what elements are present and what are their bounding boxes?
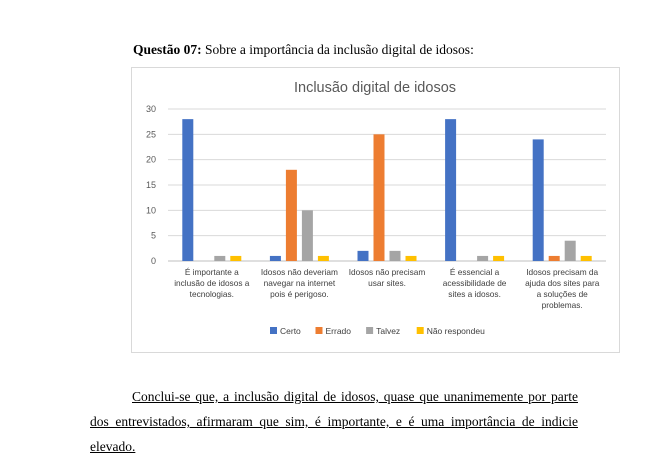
x-category-label: Idosos não deveriam navegar na internet po… (261, 267, 338, 299)
y-tick-label: 0 (151, 256, 156, 266)
legend-label: Errado (326, 326, 352, 336)
bar-certo (182, 119, 194, 261)
y-tick-label: 30 (146, 104, 156, 114)
bar-certo (445, 119, 457, 261)
bar-certo (532, 139, 544, 261)
x-category-label: Idosos não precisam usar sites. (349, 267, 426, 288)
bar-talvez (564, 240, 576, 261)
bar-errado (285, 169, 297, 261)
conclusion-text: Conclui-se que, a inclusão digital de id… (90, 389, 578, 454)
bar-n-o-respondeu (405, 255, 417, 261)
y-axis-ticks: 0 5 10 15 20 25 30 (146, 104, 156, 266)
bar-certo (357, 250, 369, 261)
legend-swatch (416, 327, 424, 334)
bar-n-o-respondeu (317, 255, 329, 261)
x-category-label: É importante a inclusão de idosos a tecnol… (174, 267, 250, 299)
bar-n-o-respondeu (493, 255, 505, 261)
legend-swatch (366, 327, 374, 334)
bar-chart: Inclusão digital de idosos 051015202530 … (146, 80, 606, 336)
legend-label: Talvez (376, 326, 400, 336)
y-tick-label: 10 (146, 205, 156, 215)
question-heading: Questão 07: Sobre a importância da inclu… (133, 42, 474, 58)
grid-lines (168, 108, 606, 262)
bar-talvez (301, 210, 313, 261)
y-tick-label: 15 (146, 180, 156, 190)
chart-container: Inclusão digital de idosos 0 5 10 15 20 25 30 … (131, 67, 620, 353)
bar-n-o-respondeu (230, 255, 242, 261)
chart-title: Inclusão digital de idosos (294, 80, 456, 96)
bar-n-o-respondeu (580, 255, 592, 261)
legend-swatch (315, 327, 323, 334)
bar-talvez (477, 255, 489, 261)
legend-label: Certo (280, 326, 301, 336)
question-number: Questão 07: (133, 42, 202, 57)
bars (182, 119, 592, 261)
bar-errado (548, 255, 560, 261)
legend-label: Não respondeu (427, 326, 485, 336)
bar-talvez (389, 250, 401, 261)
conclusion-paragraph: Conclui-se que, a inclusão digital de id… (90, 384, 578, 459)
y-tick-label: 20 (146, 155, 156, 165)
legend-swatch (270, 327, 277, 334)
x-category-label: É essencial a acessibilidade de sites a id… (443, 267, 507, 299)
x-axis-labels: É importante a inclusão de idosos a tecnol… (174, 267, 600, 310)
bar-certo (269, 255, 281, 261)
y-tick-label: 5 (151, 231, 156, 241)
question-text: Sobre a importância da inclusão digital … (205, 42, 474, 57)
bar-errado (373, 134, 385, 261)
legend: Certo Errado Talvez Não respondeu (270, 326, 485, 336)
bar-talvez (214, 255, 226, 261)
y-tick-label: 25 (146, 129, 156, 139)
x-category-label: Idosos precisam da ajuda dos sites para a … (525, 267, 600, 310)
